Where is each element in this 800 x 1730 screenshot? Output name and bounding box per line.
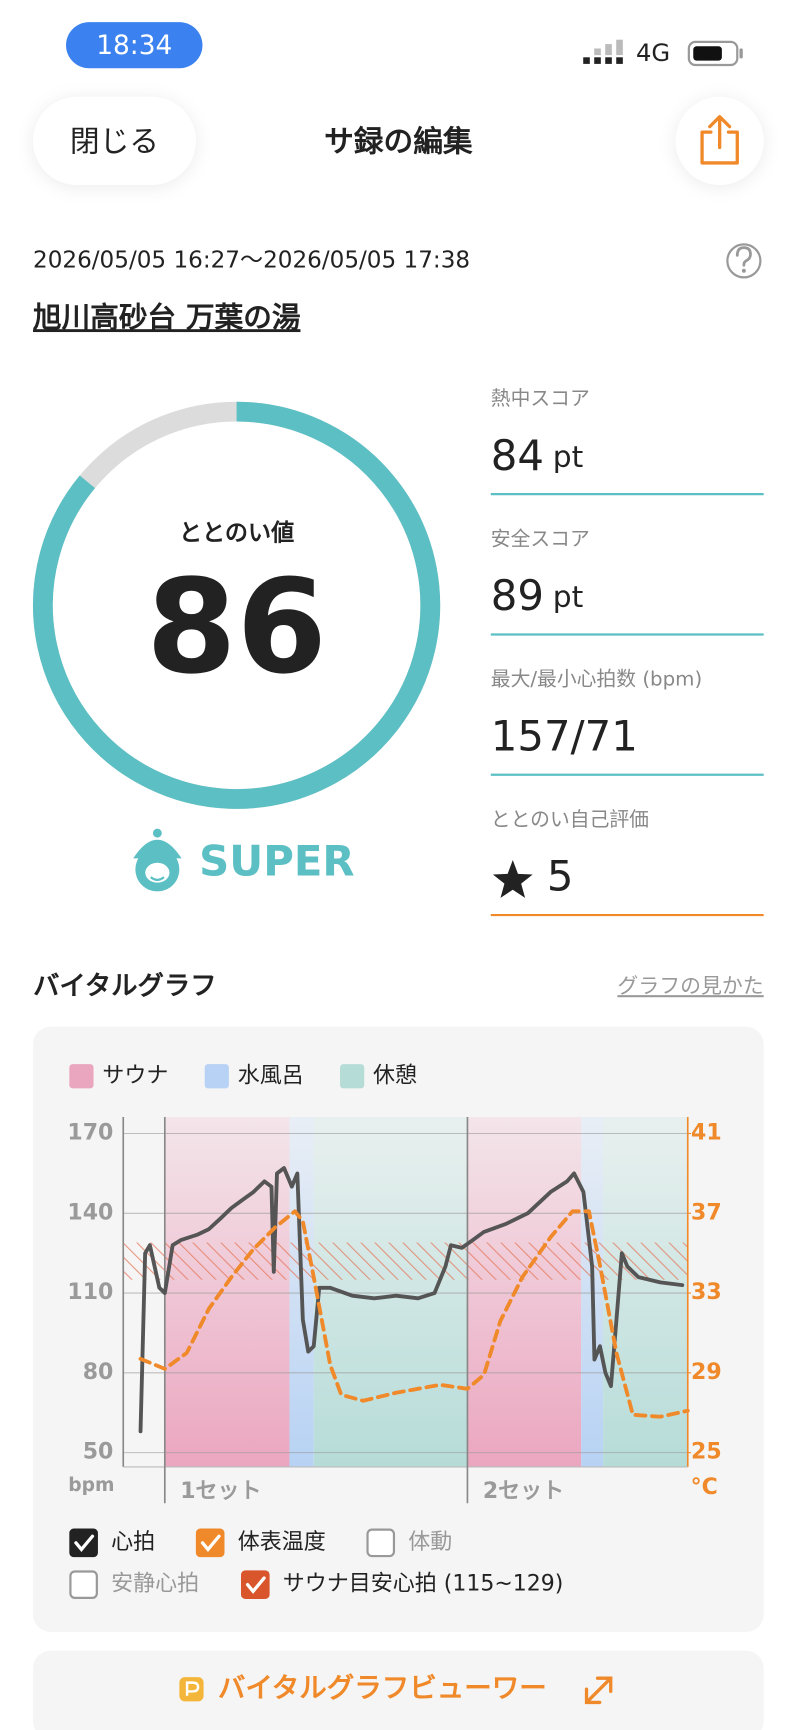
legend-swatch bbox=[204, 1064, 229, 1089]
check-mark bbox=[200, 1534, 221, 1553]
legend-label: 休憩 bbox=[373, 1063, 417, 1088]
close-button[interactable] bbox=[33, 96, 196, 185]
legend-label: 水風呂 bbox=[238, 1063, 304, 1088]
expand-icon[interactable] bbox=[584, 1676, 613, 1705]
page-title: サ録の編集 bbox=[324, 125, 473, 160]
y2-axis-label: °C bbox=[691, 1475, 718, 1500]
stat-number: 84 bbox=[491, 430, 544, 479]
stat-label: 熱中スコア bbox=[491, 387, 590, 410]
stat-label: ととのい自己評価 bbox=[491, 808, 649, 831]
stat-unit: pt bbox=[553, 580, 584, 615]
y-tick-label: 110 bbox=[67, 1280, 113, 1305]
checkbox-label[interactable]: サウナ目安心拍 (115~129) bbox=[283, 1572, 564, 1597]
period: 2026/05/05 16:27〜2026/05/05 17:38 bbox=[33, 247, 470, 273]
viewer-label[interactable]: バイタルグラフビューワー bbox=[218, 1672, 547, 1704]
viewer-button[interactable] bbox=[33, 1650, 764, 1730]
time: 18:34 bbox=[96, 30, 172, 61]
set-label: 2セット bbox=[483, 1479, 564, 1504]
battery bbox=[687, 40, 739, 67]
y2-tick-label: 29 bbox=[691, 1360, 722, 1385]
help-icon-mark[interactable] bbox=[735, 246, 752, 267]
stats: 熱中スコア 84 pt 安全スコア 89 pt 最大/最小心拍数 (bpm) 157/71 とと… bbox=[490, 387, 764, 917]
legend-label: サウナ bbox=[102, 1063, 168, 1088]
section-title: バイタルグラフ bbox=[33, 971, 217, 1002]
battery-level bbox=[693, 46, 722, 61]
stat-value: 157/71 bbox=[491, 711, 638, 760]
phase-band bbox=[164, 1116, 290, 1467]
score-label: ととのい値 bbox=[179, 520, 294, 546]
signal-icon bbox=[583, 39, 623, 64]
place[interactable]: 旭川高砂台 万葉の湯 bbox=[33, 300, 300, 334]
star-icon bbox=[492, 860, 533, 898]
point-icon-mark bbox=[185, 1681, 200, 1696]
help-link[interactable]: グラフの見かた bbox=[617, 974, 763, 998]
set-label: 1セット bbox=[180, 1479, 261, 1504]
series-line bbox=[138, 1166, 685, 1434]
checkbox-label[interactable]: 安静心拍 bbox=[111, 1572, 199, 1597]
legend-swatch bbox=[69, 1064, 94, 1089]
rank: SUPER bbox=[199, 836, 354, 885]
y-tick-label: 50 bbox=[83, 1440, 114, 1465]
checkbox[interactable] bbox=[240, 1570, 270, 1599]
checkbox[interactable] bbox=[69, 1570, 98, 1599]
stat-number: 89 bbox=[491, 571, 544, 620]
score-value: 86 bbox=[146, 551, 327, 703]
stat-value: 89 pt bbox=[491, 571, 584, 620]
y2-tick-label: 37 bbox=[691, 1200, 722, 1225]
battery-tip bbox=[739, 48, 743, 59]
checkbox-label[interactable]: 体動 bbox=[408, 1530, 452, 1555]
y-tick-label: 80 bbox=[83, 1360, 114, 1385]
y-tick-label: 170 bbox=[67, 1121, 113, 1146]
stat-value: 5 bbox=[547, 851, 574, 900]
stat-unit: pt bbox=[553, 439, 584, 474]
rank-icon bbox=[133, 828, 182, 892]
help-icon-dot[interactable] bbox=[741, 268, 746, 273]
y2-tick-label: 33 bbox=[691, 1280, 722, 1305]
share-icon[interactable] bbox=[700, 115, 739, 165]
gauge-arc bbox=[33, 401, 441, 809]
checkbox[interactable] bbox=[195, 1528, 225, 1558]
check-mark bbox=[245, 1576, 266, 1594]
network: 4G bbox=[636, 39, 670, 67]
y2-tick-label: 25 bbox=[691, 1440, 722, 1465]
checkbox-label[interactable]: 心拍 bbox=[111, 1530, 155, 1555]
checkbox[interactable] bbox=[69, 1528, 98, 1558]
stat-value: 84 pt bbox=[491, 430, 584, 479]
gauge bbox=[33, 401, 441, 809]
series-line bbox=[138, 1209, 690, 1419]
checkbox[interactable] bbox=[366, 1528, 396, 1558]
phase-band bbox=[467, 1116, 582, 1467]
help-icon[interactable] bbox=[726, 243, 762, 279]
time-pill bbox=[66, 22, 203, 69]
stat-label: 安全スコア bbox=[491, 527, 590, 550]
check-mark bbox=[74, 1534, 95, 1553]
vital-chart: サウナ 水風呂 休憩 50 80 110 140 170 25 29 33 37 41 bpm °C 1セット… bbox=[67, 1063, 722, 1599]
checkbox-label[interactable]: 体表温度 bbox=[238, 1530, 326, 1555]
stat-number: 157/71 bbox=[491, 711, 638, 760]
legend-swatch bbox=[340, 1064, 365, 1089]
stat-label: 最大/最小心拍数 (bpm) bbox=[491, 668, 702, 691]
y-axis-label: bpm bbox=[68, 1475, 114, 1496]
point-icon bbox=[179, 1677, 204, 1702]
y-tick-label: 140 bbox=[67, 1200, 113, 1225]
close-label[interactable]: 閉じる bbox=[70, 125, 159, 160]
y2-tick-label: 41 bbox=[691, 1121, 722, 1146]
stat-number: 5 bbox=[547, 851, 574, 900]
